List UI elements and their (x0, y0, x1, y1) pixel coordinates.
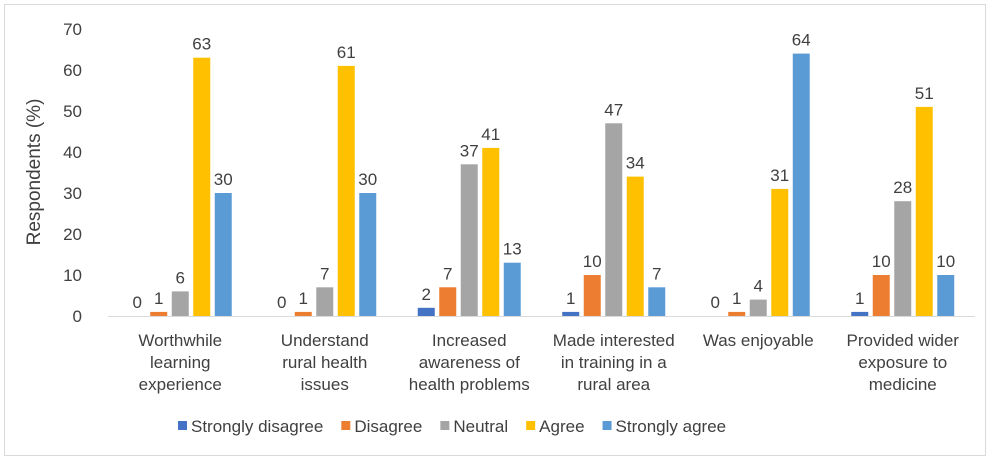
data-label: 47 (604, 100, 623, 119)
bar (937, 275, 955, 316)
x-tick-label: rural health (282, 353, 367, 372)
y-tick-label: 50 (63, 102, 82, 121)
y-axis: 0 10 20 30 40 50 60 70 (63, 20, 82, 326)
x-tick-label: medicine (869, 375, 937, 394)
bar (915, 106, 933, 317)
bar (749, 299, 767, 316)
bar (562, 311, 580, 316)
legend-label: Neutral (453, 417, 508, 436)
data-label: 64 (792, 31, 811, 50)
data-label: 10 (872, 252, 891, 271)
data-label: 30 (214, 170, 233, 189)
bar (851, 311, 869, 316)
x-tick-label: experience (139, 375, 222, 394)
x-tick-label: Was enjoyable (703, 331, 814, 350)
bar (359, 193, 377, 316)
legend-swatch (602, 421, 612, 430)
x-axis: Worthwhile learning experience Understand ru… (138, 331, 959, 394)
bar (294, 311, 312, 316)
bar (605, 123, 623, 316)
bar (728, 311, 746, 316)
y-tick-label: 60 (63, 61, 82, 80)
data-label: 0 (711, 293, 720, 312)
data-label: 51 (915, 84, 934, 103)
legend-label: Strongly disagree (191, 417, 323, 436)
x-tick-label: learning (150, 353, 211, 372)
data-label: 37 (460, 141, 479, 160)
y-axis-label: Respondents (%) (24, 99, 45, 246)
data-label: 28 (893, 178, 912, 197)
legend: Strongly disagree Disagree Neutral Agree Str… (178, 417, 726, 436)
data-label: 2 (422, 285, 431, 304)
bar (894, 201, 912, 316)
data-label: 61 (337, 43, 356, 62)
data-label: 1 (154, 289, 163, 308)
data-label: 7 (443, 264, 452, 283)
data-label: 1 (855, 289, 864, 308)
data-label: 63 (192, 35, 211, 54)
data-label: 7 (652, 264, 661, 283)
x-tick-label: Worthwhile (138, 331, 222, 350)
data-label: 31 (770, 166, 789, 185)
bar (482, 147, 500, 316)
y-tick-label: 20 (63, 225, 82, 244)
legend-label: Disagree (354, 417, 422, 436)
bar (626, 176, 644, 316)
data-label: 41 (481, 125, 500, 144)
y-tick-label: 30 (63, 184, 82, 203)
bar (193, 57, 211, 316)
y-tick-label: 70 (63, 20, 82, 39)
x-tick-label: Understand (281, 331, 369, 350)
bar (439, 287, 457, 316)
y-tick-label: 0 (73, 307, 82, 326)
data-label: 10 (583, 252, 602, 271)
bar (417, 307, 435, 316)
data-label: 7 (320, 264, 329, 283)
x-tick-label: rural area (577, 375, 650, 394)
legend-swatch (526, 421, 536, 430)
bar (872, 275, 890, 316)
legend-swatch (178, 421, 187, 430)
x-tick-label: exposure to (858, 353, 947, 372)
legend-label: Agree (539, 417, 584, 436)
data-label: 4 (754, 277, 763, 296)
legend-label: Strongly agree (616, 417, 727, 436)
data-label: 1 (299, 289, 308, 308)
bar (337, 65, 355, 317)
y-tick-label: 10 (63, 266, 82, 285)
x-tick-label: health problems (409, 375, 530, 394)
bar (150, 311, 168, 316)
data-label: 10 (936, 252, 955, 271)
legend-swatch (440, 421, 450, 430)
bar (214, 193, 232, 316)
data-label: 34 (626, 154, 645, 173)
bar (171, 291, 189, 316)
x-tick-label: Made interested (553, 331, 675, 350)
bar (771, 188, 789, 316)
bar (503, 262, 521, 316)
data-label: 1 (566, 289, 575, 308)
x-tick-label: Increased (432, 331, 507, 350)
data-label: 0 (133, 293, 142, 312)
x-tick-label: Provided wider (847, 331, 960, 350)
bar (792, 53, 810, 316)
data-label: 1 (732, 289, 741, 308)
data-label: 13 (503, 240, 522, 259)
bar (460, 164, 478, 316)
data-label: 30 (358, 170, 377, 189)
legend-swatch (341, 421, 351, 430)
y-tick-label: 40 (63, 143, 82, 162)
x-tick-label: awareness of (419, 353, 520, 372)
x-tick-label: issues (301, 375, 349, 394)
bar (316, 287, 334, 316)
bar (583, 275, 601, 316)
x-tick-label: in training in a (561, 353, 667, 372)
bar (648, 287, 666, 316)
data-label: 0 (277, 293, 286, 312)
data-label: 6 (176, 268, 185, 287)
